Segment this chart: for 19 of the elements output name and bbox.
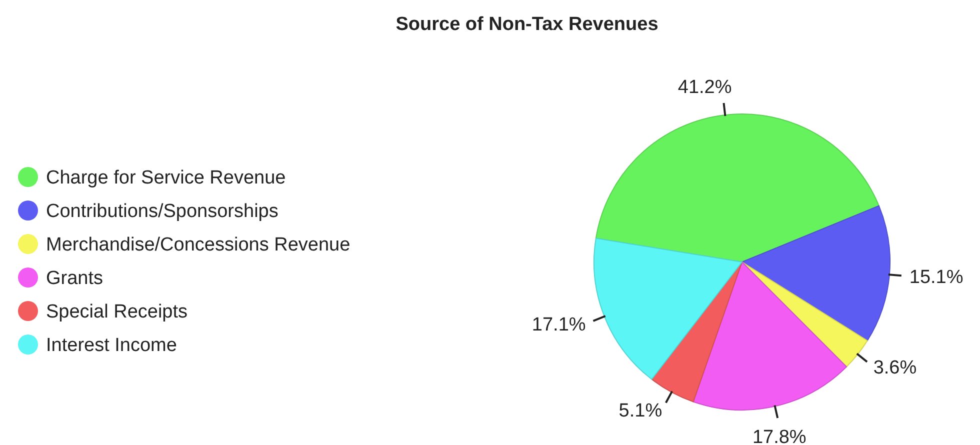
pie-slice (594, 238, 742, 380)
pie-slice (692, 262, 848, 410)
legend-label: Special Receipts (46, 302, 188, 323)
pie-slice (742, 205, 890, 342)
pie-slice (595, 114, 880, 262)
data-label: 17.8% (752, 426, 806, 445)
legend-label: Grants (46, 268, 104, 290)
legend-label: Charge for Service Revenue (46, 168, 286, 189)
data-label: 41.2% (678, 77, 732, 98)
legend-label: Contributions/Sponsorships (46, 201, 278, 222)
data-label: 5.1% (618, 400, 662, 422)
chart-title: Source of Non-Tax Revenues (396, 14, 658, 35)
legend-label: Interest Income (46, 335, 177, 356)
legend-label: Merchandise/Concessions Revenue (46, 234, 350, 256)
data-label: 3.6% (873, 357, 917, 378)
data-label: 15.1% (909, 266, 964, 288)
data-label: 17.1% (532, 314, 586, 336)
pie-slice (742, 262, 868, 368)
pie-slice (651, 262, 742, 402)
